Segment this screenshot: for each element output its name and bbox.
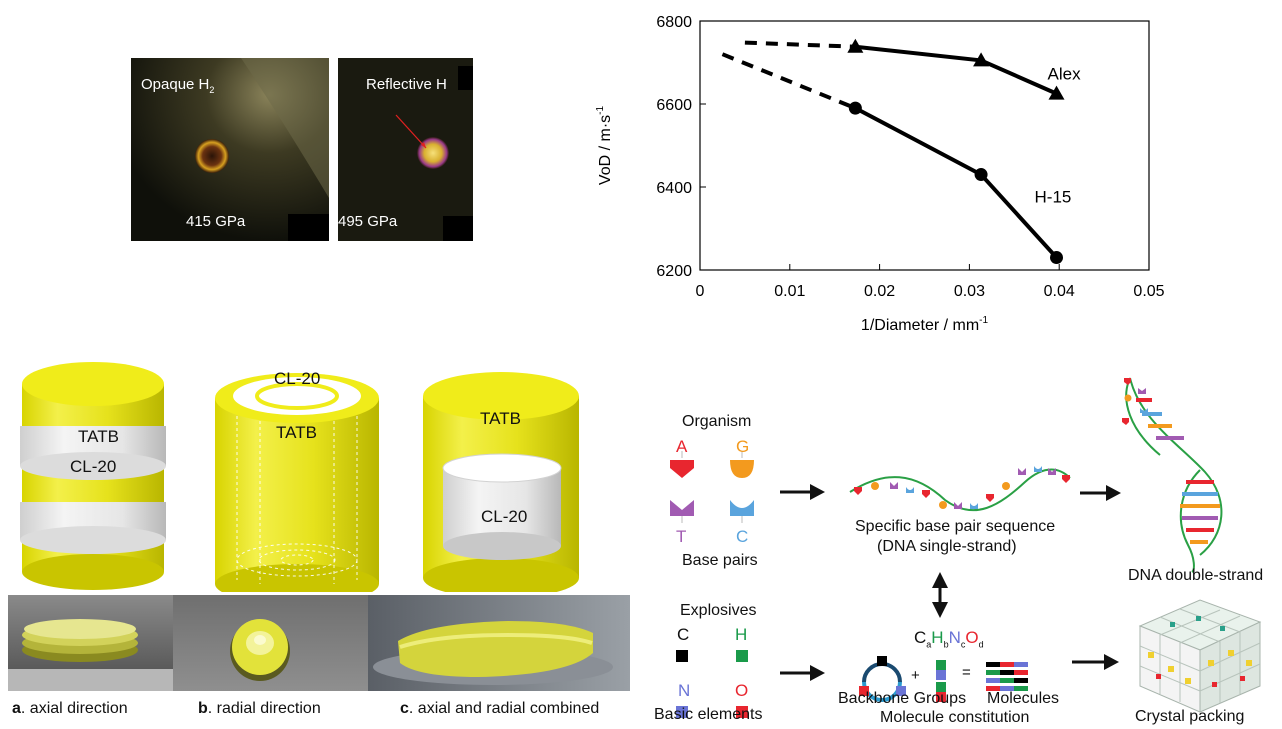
cyl-c-tatb-label: TATB [480, 409, 521, 428]
element-n-label: N [678, 681, 691, 700]
base-icon-a [670, 451, 694, 478]
element-h-square [736, 650, 748, 662]
x-axis-label: 1/Diameter / mm-1 [861, 315, 989, 334]
caption-a: a. axial direction [12, 700, 128, 717]
photo-opaque-h2-image [131, 58, 329, 241]
sample-photo-b [173, 595, 368, 691]
y-axis-label: VoD / m·s-1 [595, 106, 614, 186]
molecules-label: Molecules [987, 690, 1060, 707]
arrow-molecule-to-crystal [1072, 654, 1119, 670]
x-tick-label: 0.04 [1044, 283, 1075, 300]
dna-single-strand [849, 466, 1071, 512]
molecule-blocks [986, 662, 1028, 691]
cyl-c-cl20-label: CL-20 [481, 507, 528, 526]
base-pairs-label: Base pairs [682, 552, 758, 569]
cylinder-a [20, 362, 166, 590]
data-point-triangle [847, 38, 864, 53]
caption-c: c. axial and radial combined [400, 700, 600, 717]
series-extrapolation-h-15 [721, 52, 857, 111]
base-t-label: T [676, 527, 687, 546]
plus-sign: + [911, 667, 920, 684]
equals-sign: = [962, 664, 971, 681]
x-tick-label: 0.02 [864, 283, 895, 300]
sample-photos [8, 595, 630, 691]
x-tick-label: 0.01 [774, 283, 805, 300]
specific-sequence-label: Specific base pair sequence [855, 518, 1056, 535]
sample-photo-c [368, 595, 630, 691]
arrow-strand-to-double [1080, 485, 1121, 501]
y-tick-label: 6600 [656, 97, 692, 114]
cylinder-diagrams [20, 362, 579, 592]
photo-reflective-h: Reflective H 495 GPa [338, 58, 473, 241]
molecule-constitution-label: Molecule constitution [880, 709, 1030, 726]
pressure-495-label: 495 GPa [338, 213, 398, 230]
cylinder-c [423, 372, 579, 592]
arrow-bases-to-strand [780, 484, 825, 500]
base-c-label: C [736, 527, 749, 546]
crystal-packing-label: Crystal packing [1135, 708, 1245, 725]
data-point-circle [1050, 251, 1064, 265]
x-tick-label: 0.03 [954, 283, 985, 300]
sample-photo-a [8, 595, 173, 691]
double-strand-label: DNA double-strand [1128, 567, 1264, 584]
group-blocks [936, 660, 946, 702]
backbone-ring [859, 656, 906, 702]
photo-reflective-h-image [338, 58, 473, 241]
cyl-a-cl20-label: CL-20 [70, 457, 117, 476]
explosives-label: Explosives [680, 602, 757, 619]
series-label-alex: Alex [1048, 65, 1082, 84]
basic-elements-label: Basic elements [654, 706, 763, 723]
opaque-h2-label: Opaque H2 [141, 76, 215, 95]
analogy-diagram [670, 377, 1262, 718]
data-point-triangle [1048, 85, 1065, 100]
element-o-label: O [735, 681, 749, 700]
single-strand-label: (DNA single-strand) [877, 538, 1017, 555]
vod-chart: 0 0.01 0.02 0.03 0.04 0.05 6200 6400 6600 6800 1/D… [595, 14, 1165, 334]
element-c-label: C [677, 625, 690, 644]
cyl-b-tatb-label: TATB [276, 423, 317, 442]
arrow-double-headed-vertical [932, 572, 948, 618]
element-o-square [736, 706, 748, 718]
base-a-label: A [676, 437, 688, 456]
backbone-groups-label: Backbone Groups [838, 690, 967, 707]
arrow-elements-to-molecule [780, 665, 825, 681]
element-c-square [676, 650, 688, 662]
y-tick-label: 6200 [656, 263, 692, 280]
element-h-label: H [735, 625, 748, 644]
data-point-triangle [973, 52, 990, 67]
series-extrapolation-alex [744, 40, 856, 49]
cylinder-b [215, 373, 379, 592]
molecular-formula: CaHbNcOd [914, 628, 984, 650]
cyl-a-tatb-label: TATB [78, 427, 119, 446]
data-point-circle [848, 101, 862, 115]
base-g-label: G [736, 437, 750, 456]
organism-label: Organism [682, 413, 752, 430]
y-tick-label: 6400 [656, 180, 692, 197]
y-tick-label: 6800 [656, 14, 692, 31]
x-tick-label: 0.05 [1133, 283, 1164, 300]
dna-double-helix [1122, 377, 1223, 573]
photo-opaque-h2: Opaque H2 415 GPa [131, 58, 329, 241]
reflective-h-label: Reflective H [366, 76, 447, 93]
data-point-circle [974, 168, 988, 182]
caption-b: b. radial direction [198, 700, 321, 717]
x-tick-label: 0 [696, 283, 705, 300]
element-n-square [676, 706, 688, 718]
series-label-h-15: H-15 [1035, 188, 1072, 207]
base-icon-g [730, 451, 754, 478]
base-icon-c [730, 500, 754, 523]
cyl-b-cl20-label: CL-20 [274, 369, 321, 388]
base-icon-t [670, 500, 694, 523]
pressure-415-label: 415 GPa [186, 213, 246, 230]
crystal-cube [1138, 599, 1262, 713]
